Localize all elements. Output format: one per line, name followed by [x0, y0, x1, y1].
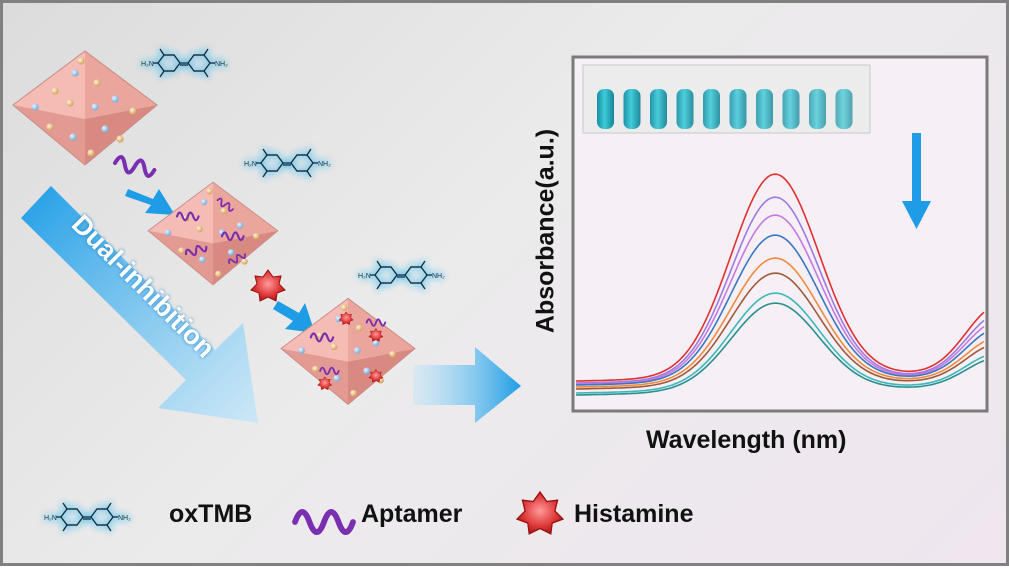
- decrease-arrow: [902, 133, 931, 229]
- cuvette-tube: [756, 89, 773, 129]
- illustration: H₂N NH₂: [12, 48, 989, 569]
- legend-oxtmb-label: oxTMB: [169, 500, 253, 528]
- cuvette-photo: [582, 64, 871, 134]
- histamine-icon: [516, 491, 564, 535]
- octahedron-icon: [12, 50, 158, 166]
- absorbance-curve: [575, 292, 985, 394]
- oxtmb-molecule-icon: [140, 48, 229, 78]
- x-axis-label: Wavelength (nm): [646, 426, 847, 454]
- cuvette-tube: [703, 89, 720, 129]
- absorbance-curve: [575, 173, 985, 382]
- flow-arrow: [125, 189, 175, 215]
- absorbance-curves: [575, 173, 985, 396]
- result-arrow: [413, 347, 521, 423]
- cuvette-tube: [782, 89, 800, 129]
- y-axis-label: Absorbance(a.u.): [531, 128, 560, 334]
- cuvette-tube: [809, 89, 826, 129]
- cuvette-tube: [835, 89, 853, 129]
- cuvette-tube: [650, 89, 667, 129]
- absorbance-curve: [575, 302, 985, 396]
- absorbance-curve: [575, 196, 985, 384]
- flow-arrow: [273, 301, 315, 333]
- legend-histamine-label: Histamine: [574, 500, 694, 528]
- cuvette-tube: [623, 89, 641, 129]
- cuvette-tube: [597, 89, 614, 129]
- oxtmb-molecule-icon: [43, 502, 132, 532]
- aptamer-icon: [111, 154, 158, 179]
- absorbance-curve: [575, 257, 985, 388]
- oxtmb-molecule-icon: [243, 148, 332, 178]
- legend-aptamer-label: Aptamer: [361, 500, 463, 528]
- cuvette-tube: [676, 89, 694, 129]
- aptamer-icon: [295, 512, 353, 532]
- absorbance-curve: [575, 214, 985, 385]
- absorbance-curve: [575, 234, 985, 386]
- absorbance-curve: [575, 272, 985, 390]
- oxtmb-molecule-icon: [357, 260, 446, 290]
- dual-inhibition-arrow: [21, 186, 258, 423]
- cuvette-tube: [729, 89, 747, 129]
- histamine-icon: [250, 269, 286, 302]
- octahedron-icon: [147, 181, 279, 286]
